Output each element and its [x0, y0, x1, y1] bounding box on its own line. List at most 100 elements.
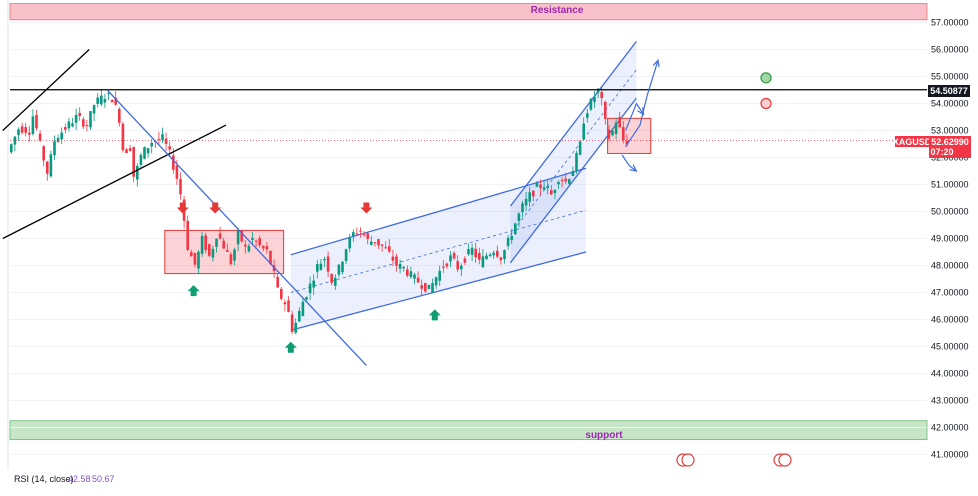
resistance-zone [9, 3, 928, 21]
candle-body [380, 244, 384, 246]
candle-body [420, 285, 423, 289]
candle-body [312, 280, 315, 288]
candle-body [67, 121, 71, 129]
candle-body [506, 237, 510, 247]
y-tick-label: 53.00000 [931, 126, 969, 136]
candle-body [236, 230, 240, 245]
candle-body [161, 134, 164, 140]
y-tick-label: 50.00000 [931, 207, 969, 217]
rsi-value-1: 42.58 [68, 474, 91, 484]
candle-body [564, 178, 567, 182]
candle-body [326, 256, 330, 272]
candle-body [211, 248, 215, 258]
candle-body [200, 235, 204, 254]
candle-body [337, 264, 341, 275]
candle-body [600, 92, 603, 99]
y-tick-label: 57.00000 [931, 18, 969, 28]
candle-body [172, 155, 175, 170]
candle-body [20, 126, 24, 133]
candle-body [377, 239, 380, 246]
y-tick-label: 44.00000 [931, 369, 969, 379]
candle-body [118, 108, 121, 123]
candle-body [42, 146, 45, 161]
candle-body [287, 300, 290, 312]
projection-arrow [625, 102, 645, 131]
candle-body [13, 136, 17, 145]
candle-body [467, 249, 470, 255]
resistance-label: Resistance [531, 5, 584, 16]
candle-body [344, 249, 348, 262]
candle-body [82, 119, 85, 127]
candle-body [319, 263, 323, 271]
candle-body [35, 115, 38, 129]
candle-body [539, 184, 542, 189]
candle-body [553, 190, 557, 194]
candle-body [460, 265, 463, 270]
candle-body [128, 148, 132, 151]
candle-body [96, 97, 99, 104]
candle-body [71, 123, 74, 127]
candle-body [157, 138, 161, 140]
candle-body [240, 230, 243, 242]
candle-body [481, 256, 485, 268]
candle-body [348, 237, 351, 249]
green-up-arrow [187, 285, 200, 297]
rsi-value-2: 50.67 [92, 474, 115, 484]
candle-body [550, 190, 553, 195]
candle-body [560, 179, 564, 181]
candle-body [107, 93, 110, 95]
candle-body [233, 249, 236, 261]
red-down-arrow [360, 202, 373, 214]
red-signal-circle [760, 97, 772, 110]
candle-body [578, 141, 582, 155]
rsi-legend[interactable]: RSI (14, close) 42.58 50.67 [14, 474, 115, 484]
candle-body [139, 154, 143, 165]
us-flag-icon [778, 453, 792, 467]
candle-body [359, 230, 362, 232]
event-flag-1[interactable] [676, 453, 695, 467]
candle-body [301, 301, 305, 317]
candle-body [125, 149, 128, 154]
candle-body [103, 98, 107, 103]
candle-body [316, 264, 319, 272]
candle-body [46, 161, 49, 174]
candle-body [132, 146, 135, 177]
candle-body [546, 186, 549, 189]
candle-body [175, 165, 179, 179]
candle-body [445, 263, 449, 267]
candle-body [276, 276, 279, 288]
candle-body [247, 245, 251, 252]
candle-body [204, 235, 207, 251]
candle-body [607, 129, 611, 139]
candle-body [366, 233, 369, 239]
price-tag-box [929, 136, 971, 158]
candle-body [604, 101, 607, 119]
candles-layer [10, 87, 629, 335]
candle-body [100, 95, 103, 105]
candle-body [510, 236, 513, 240]
channel-lower-line [290, 251, 587, 331]
candle-body [575, 153, 578, 171]
candle-body [514, 223, 517, 235]
candle-body [290, 314, 294, 332]
candle-body [334, 277, 337, 286]
candle-body [611, 130, 614, 136]
candle-body [427, 284, 431, 290]
green-up-arrow [428, 309, 441, 321]
candle-body [215, 238, 218, 247]
candle-body [492, 252, 495, 256]
symbol-tag-box [895, 136, 929, 147]
candle-body [355, 233, 359, 235]
event-flag-2[interactable] [773, 453, 792, 467]
candle-body [143, 147, 146, 159]
candle-body [24, 127, 27, 133]
candle-body [244, 244, 247, 247]
candle-body [449, 255, 452, 262]
candle-body [186, 220, 189, 250]
price-axis[interactable]: 57.00000 56.00000 55.00000 54.00000 53.00000… [931, 18, 969, 460]
projection-arrowhead [652, 58, 660, 68]
candle-body [168, 146, 171, 150]
candle-body [193, 253, 197, 265]
